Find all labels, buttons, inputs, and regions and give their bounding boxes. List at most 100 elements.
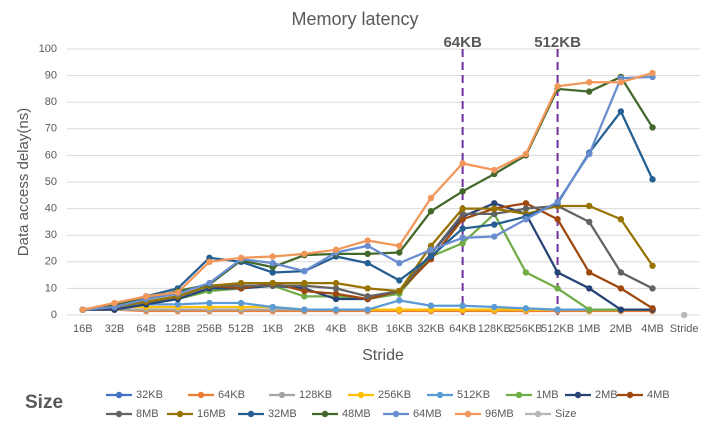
data-point (269, 303, 276, 311)
legend-marker (278, 391, 286, 399)
data-point (427, 302, 435, 309)
series-line (82, 71, 653, 311)
data-point (269, 269, 276, 276)
y-axis-title: Data access delay(ns) (15, 108, 32, 256)
data-point (586, 79, 593, 86)
data-point (206, 299, 213, 307)
legend-marker (357, 391, 365, 399)
data-point (586, 218, 593, 226)
data-point (617, 269, 625, 276)
x-tick-label: 512B (228, 323, 254, 335)
data-point (142, 293, 150, 300)
legend-label: 96MB (485, 408, 514, 420)
data-point (522, 216, 530, 223)
y-tick-label: 20 (45, 256, 57, 268)
legend-title: Size (25, 392, 63, 413)
data-point (301, 306, 308, 313)
annotation-label: 512KB (534, 34, 581, 51)
data-point (206, 279, 213, 287)
legend-label: 48MB (342, 408, 371, 420)
data-point (427, 208, 435, 215)
data-point (364, 250, 371, 258)
data-point (459, 160, 466, 167)
data-point (649, 262, 656, 269)
data-point (522, 150, 530, 158)
legend-marker (534, 410, 542, 418)
data-point (332, 246, 340, 254)
legend-label: 256KB (378, 389, 411, 401)
chart-title: Memory latency (291, 9, 418, 29)
data-point (364, 242, 371, 250)
legend-marker (115, 391, 123, 399)
data-point (237, 299, 245, 307)
data-point (491, 166, 498, 174)
x-tick-label: 4KB (326, 323, 347, 335)
data-point (586, 150, 593, 158)
y-tick-label: 0 (51, 309, 57, 321)
data-point (332, 295, 340, 303)
x-tick-label: 128B (165, 323, 191, 335)
legend-label: 2MB (595, 389, 618, 401)
data-point (586, 88, 593, 95)
data-point (396, 306, 403, 313)
y-tick-label: 80 (45, 96, 57, 108)
data-point (459, 234, 466, 242)
x-tick-label: 128KB (478, 323, 511, 335)
x-tick-label: 16B (73, 323, 93, 335)
data-point (617, 285, 625, 292)
data-point (459, 239, 466, 247)
legend-marker (176, 410, 184, 418)
legend-label: 64MB (413, 408, 442, 420)
data-point (522, 305, 530, 312)
x-tick-label: 32KB (418, 323, 445, 335)
series-line (82, 75, 653, 311)
data-point (269, 259, 276, 267)
data-point (586, 269, 593, 276)
data-point (427, 253, 435, 260)
data-point (301, 279, 308, 287)
data-point (586, 285, 593, 292)
data-point (427, 194, 435, 202)
data-point (269, 279, 276, 287)
data-point (396, 259, 403, 267)
data-point (491, 205, 498, 212)
data-point (459, 302, 466, 309)
data-point (301, 287, 308, 295)
legend-marker (436, 391, 444, 399)
legend-marker (247, 410, 255, 418)
data-point (427, 246, 435, 254)
x-tick-label: 64KB (449, 323, 476, 335)
data-point (649, 176, 656, 183)
legend-marker (197, 391, 205, 399)
data-point (617, 79, 625, 86)
data-point (554, 306, 561, 313)
data-point (174, 301, 181, 308)
x-tick-label: 32B (105, 323, 125, 335)
x-tick-label: 1KB (262, 323, 283, 335)
data-point (301, 293, 308, 300)
data-point (649, 285, 656, 292)
data-point (491, 210, 498, 218)
data-point (459, 225, 466, 232)
data-point (364, 259, 371, 267)
data-point (680, 311, 688, 319)
data-point (332, 279, 340, 287)
x-tick-label: Stride (670, 323, 699, 335)
legend-label: 512KB (457, 389, 490, 401)
legend-marker (574, 391, 582, 399)
data-point (554, 216, 561, 223)
y-tick-label: 10 (45, 282, 57, 294)
data-point (332, 306, 340, 313)
x-axis-title: Stride (362, 347, 404, 364)
x-tick-label: 64B (136, 323, 156, 335)
legend-label: 128KB (299, 389, 332, 401)
data-point (459, 210, 466, 218)
x-tick-label: 256KB (509, 323, 542, 335)
x-tick-label: 2MB (610, 323, 633, 335)
data-point (269, 253, 276, 260)
data-point (174, 289, 181, 296)
y-tick-label: 60 (45, 149, 57, 161)
data-point (649, 124, 656, 131)
y-tick-label: 50 (45, 176, 57, 188)
